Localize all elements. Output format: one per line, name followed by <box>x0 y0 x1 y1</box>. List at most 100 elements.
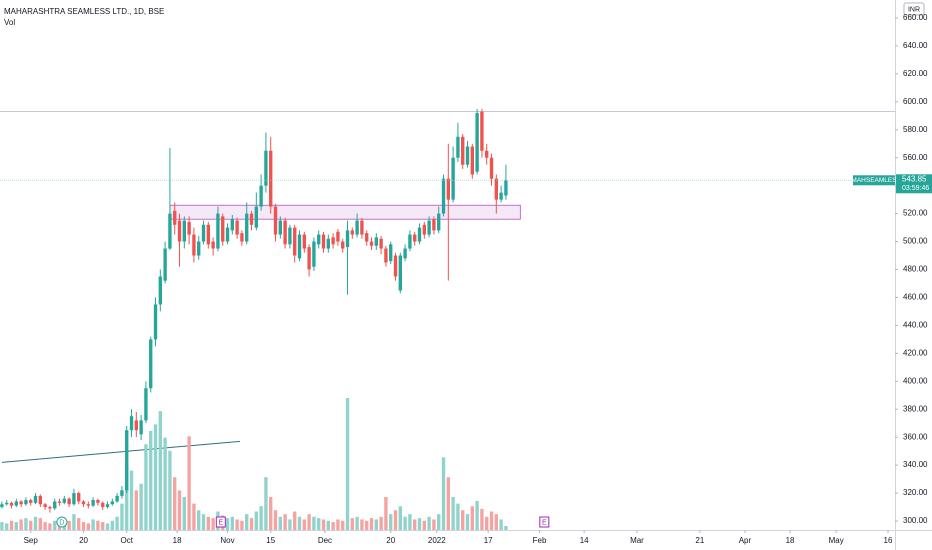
volume-bar <box>254 511 258 530</box>
volume-bar <box>235 519 239 530</box>
event-label: E <box>542 519 547 526</box>
volume-bar <box>465 514 470 530</box>
candle-body <box>230 219 234 231</box>
event-label: D <box>59 519 64 526</box>
candle-body <box>29 500 33 503</box>
y-tick-label: 420.00 <box>903 348 928 357</box>
candle-body <box>177 220 182 242</box>
candle-body <box>120 490 124 496</box>
candle-body <box>283 220 287 245</box>
candle-body <box>451 157 455 200</box>
volume-bar <box>240 520 244 530</box>
candle-body <box>43 504 47 508</box>
volume-bar <box>456 503 460 530</box>
volume-bar <box>355 516 359 530</box>
event-marker <box>215 516 226 528</box>
y-tick-label: 360.00 <box>903 432 928 441</box>
volume-bar <box>48 523 52 530</box>
volume-bar <box>29 520 33 530</box>
volume-bar <box>504 526 508 530</box>
candle-body <box>331 237 335 245</box>
volume-bar <box>105 523 110 530</box>
candle-body <box>480 111 484 151</box>
volume-bar <box>374 519 378 530</box>
candle-body <box>201 224 206 242</box>
volume-bar <box>139 483 143 530</box>
candle-body <box>427 220 431 235</box>
candle-body <box>403 248 407 259</box>
trend-line <box>1 440 241 463</box>
volume-bar <box>9 520 14 530</box>
volume-bar <box>480 508 484 530</box>
volume-bar <box>173 477 177 530</box>
volume-bar <box>451 497 455 530</box>
candle-body <box>192 234 196 256</box>
volume-bar <box>379 516 383 530</box>
candle-body <box>341 241 345 249</box>
volume-bar <box>389 514 393 530</box>
candle-body <box>149 339 153 389</box>
volume-bar <box>158 411 162 530</box>
candle-body <box>33 495 38 503</box>
candle-body <box>5 502 9 505</box>
candle-body <box>105 504 110 508</box>
candle-body <box>485 150 489 158</box>
volume-bar <box>408 514 412 530</box>
volume-bar <box>317 518 321 530</box>
x-tick-label: 2022 <box>428 536 446 545</box>
volume-bar <box>365 520 369 530</box>
symbol-tag: MAHSEAMLES <box>851 177 897 184</box>
currency-box[interactable] <box>903 2 925 16</box>
volume-bar <box>5 523 9 530</box>
volume-bar <box>393 510 398 530</box>
candle-body <box>389 244 393 262</box>
y-tick-label: 620.00 <box>903 69 928 78</box>
candle-body <box>72 493 76 505</box>
volume-bar <box>441 457 446 530</box>
candle-body <box>53 501 57 509</box>
countdown: 03:59:46 <box>902 185 929 192</box>
candle-body <box>62 498 66 503</box>
volume-bar <box>72 514 76 530</box>
event-marker <box>539 516 550 528</box>
volume-bar <box>341 520 345 530</box>
x-tick-label: 16 <box>884 536 893 545</box>
x-tick-label: Feb <box>533 536 547 545</box>
candle-body <box>0 504 4 508</box>
candle-body <box>432 219 436 231</box>
volume-bar <box>437 514 441 530</box>
candle-body <box>77 493 81 502</box>
x-tick-label: Mar <box>630 536 644 545</box>
volume-bar <box>245 514 249 530</box>
volume-bar <box>494 514 498 530</box>
x-tick-label: Apr <box>739 536 752 545</box>
candle-body <box>345 230 350 248</box>
candle-body <box>273 206 278 235</box>
candle-body <box>398 255 402 291</box>
volume-bar <box>398 506 402 530</box>
candle-body <box>293 227 297 256</box>
candle-body <box>379 238 383 249</box>
candle-body <box>475 113 479 172</box>
volume-bar <box>43 522 47 530</box>
volume-bar <box>125 464 129 530</box>
volume-bar <box>307 514 311 530</box>
x-tick-label: Oct <box>120 536 133 545</box>
candle-body <box>489 157 494 179</box>
x-tick-label: 15 <box>266 536 275 545</box>
candle-body <box>374 237 378 246</box>
candle-body <box>321 234 326 249</box>
candle-body <box>139 420 143 435</box>
y-tick-label: 640.00 <box>903 41 928 50</box>
candle-body <box>326 238 330 249</box>
volume-bar <box>81 522 86 530</box>
candle-body <box>216 213 220 249</box>
volume-bar <box>86 523 90 530</box>
volume-bar <box>446 477 450 530</box>
candle-body <box>67 498 71 505</box>
candle-body <box>384 248 388 263</box>
volume-bar <box>331 522 335 530</box>
volume-bar <box>168 450 172 530</box>
candle-body <box>350 230 354 235</box>
